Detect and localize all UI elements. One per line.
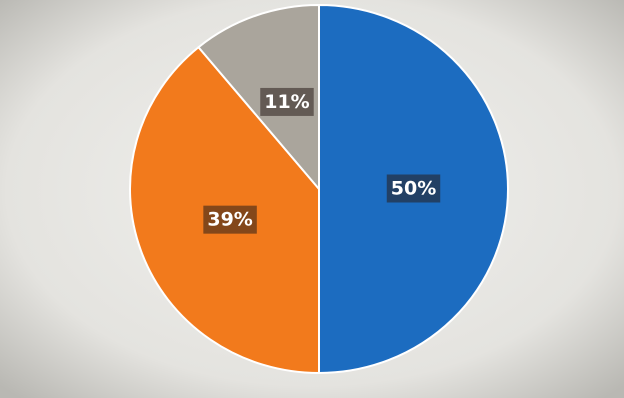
data-label-box	[386, 174, 441, 203]
data-label-group: 50%	[386, 174, 441, 203]
pie: 50% 39% 11%	[129, 3, 509, 375]
data-label: 11%	[264, 91, 309, 113]
data-label-box	[260, 87, 314, 116]
data-label-group: 39%	[203, 205, 257, 234]
data-label-box	[203, 205, 257, 234]
data-label: 39%	[207, 209, 252, 231]
data-label: 50%	[391, 178, 436, 200]
data-label-group: 11%	[260, 87, 314, 116]
pie-slice	[197, 3, 320, 192]
